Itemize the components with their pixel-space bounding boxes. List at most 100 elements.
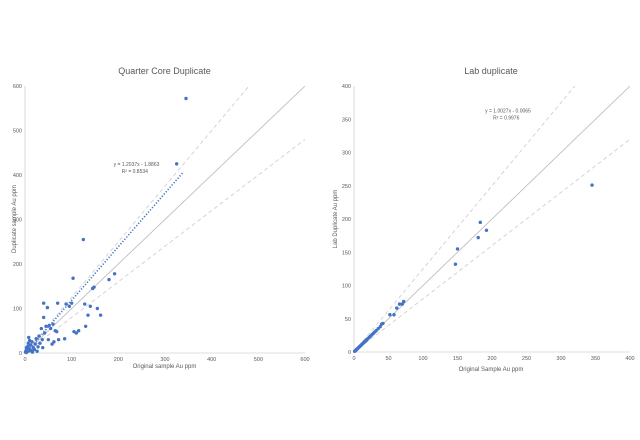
x-tick-label: 250 <box>522 356 531 362</box>
data-point <box>50 342 54 346</box>
data-point <box>395 306 399 310</box>
x-tick-label: 150 <box>453 356 462 362</box>
data-point <box>41 301 46 305</box>
data-point <box>95 306 100 311</box>
x-tick-label: 0 <box>23 357 26 363</box>
data-point <box>55 329 59 334</box>
data-point <box>453 262 458 266</box>
upper-bound-line <box>354 86 576 352</box>
data-point <box>92 285 96 289</box>
data-point <box>381 321 385 326</box>
y-tick-label: 0 <box>19 351 22 357</box>
y-tick-label: 150 <box>342 250 351 256</box>
data-point <box>98 313 103 317</box>
data-point <box>174 162 179 166</box>
y-tick-label: 100 <box>13 307 22 313</box>
data-point <box>86 313 90 317</box>
data-point <box>56 337 61 342</box>
data-point <box>51 322 55 326</box>
data-point <box>455 247 460 251</box>
lower-bound-line <box>25 139 305 353</box>
data-point <box>476 235 480 240</box>
data-point <box>26 341 30 345</box>
data-point <box>62 337 67 341</box>
data-point <box>36 345 40 349</box>
x-tick-label: 200 <box>487 356 496 362</box>
data-point <box>83 302 87 306</box>
data-point <box>28 343 33 347</box>
data-point <box>83 324 88 328</box>
data-point <box>81 237 86 242</box>
y-tick-label: 200 <box>342 217 351 223</box>
y-axis-label: Duplicate sample Au ppm <box>12 185 18 253</box>
x-tick-label: 500 <box>254 357 263 363</box>
y-tick-label: 300 <box>13 218 22 224</box>
x-tick-label: 100 <box>67 357 76 363</box>
data-point <box>107 277 111 282</box>
data-point <box>478 220 482 225</box>
y-tick-label: 350 <box>342 117 351 123</box>
data-point <box>55 301 60 305</box>
data-point <box>40 337 44 342</box>
data-point <box>41 315 46 320</box>
r-squared: R² = 0.8534 <box>122 169 148 175</box>
y-tick-label: 500 <box>13 129 22 135</box>
x-axis-label: Original Sample Au ppm <box>459 367 524 373</box>
data-point <box>397 302 402 306</box>
y-tick-label: 0 <box>348 350 351 356</box>
data-point <box>484 228 489 233</box>
data-point <box>378 325 382 329</box>
chart-title: Lab duplicate <box>464 66 518 76</box>
data-point <box>45 305 50 310</box>
y-tick-label: 50 <box>345 317 351 323</box>
data-point <box>30 350 35 354</box>
data-point <box>39 326 44 331</box>
data-point <box>67 304 72 308</box>
data-point <box>76 329 81 333</box>
chart-title: Quarter Core Duplicate <box>118 66 211 76</box>
y-axis-label: Lab Duplicate Au ppm <box>333 190 339 249</box>
x-tick-label: 350 <box>591 356 600 362</box>
trend-equation: y = 1.0027x - 0.0065 <box>485 109 531 115</box>
trend-equation: y = 1.2037x - 1.8863 <box>114 162 160 168</box>
data-point <box>112 272 117 276</box>
x-tick-label: 300 <box>556 356 565 362</box>
data-point <box>388 313 392 317</box>
data-point <box>590 183 594 187</box>
data-point <box>392 313 396 317</box>
data-point <box>52 340 56 344</box>
data-point <box>32 347 37 352</box>
data-point <box>27 335 31 340</box>
x-tick-label: 400 <box>625 356 634 362</box>
y-tick-label: 300 <box>342 151 351 157</box>
data-point <box>46 337 51 342</box>
data-point <box>33 342 37 346</box>
data-point <box>400 302 404 306</box>
data-point <box>88 304 93 308</box>
data-point <box>69 301 74 305</box>
data-point <box>30 340 34 344</box>
x-tick-label: 600 <box>300 357 309 363</box>
data-point <box>184 96 188 101</box>
data-point <box>44 324 48 328</box>
y-tick-label: 400 <box>342 84 351 90</box>
r-squared: R² = 0.9976 <box>493 116 519 122</box>
lab-duplicate-chart: Lab duplicate Original Sample Au ppm Lab… <box>333 66 635 373</box>
data-point <box>38 341 42 345</box>
quarter-core-chart: Quarter Core Duplicate Original sample A… <box>12 66 310 370</box>
data-point <box>47 323 51 328</box>
upper-bound-line <box>25 86 250 353</box>
data-point <box>42 331 47 335</box>
x-tick-label: 400 <box>207 357 216 363</box>
parity-line <box>354 86 630 352</box>
data-point <box>41 345 45 350</box>
parity-line <box>25 86 305 353</box>
x-tick-label: 300 <box>160 357 169 363</box>
data-point <box>48 326 53 331</box>
data-point <box>34 337 38 341</box>
x-tick-label: 200 <box>114 357 123 363</box>
data-point <box>37 334 41 338</box>
y-tick-label: 200 <box>13 262 22 268</box>
data-point <box>71 276 75 280</box>
